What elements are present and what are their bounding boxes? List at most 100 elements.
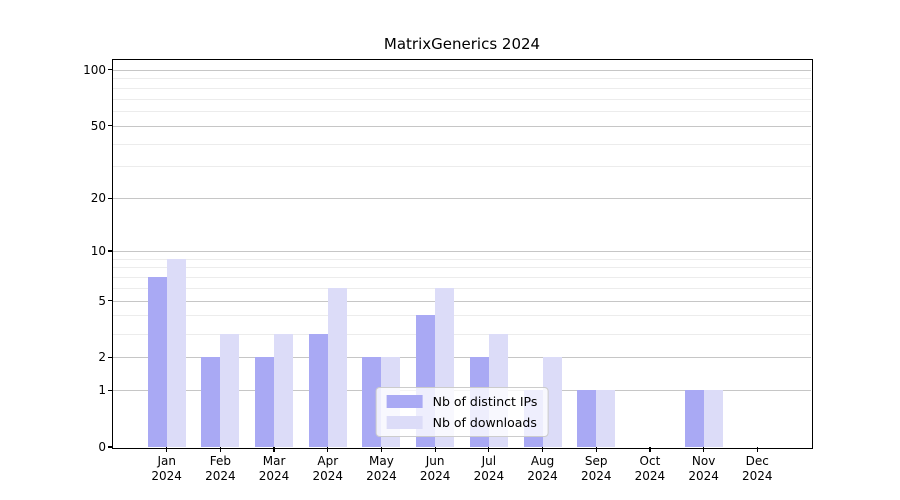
x-tick-year: 2024	[688, 468, 719, 483]
x-tick-month: May	[369, 454, 394, 468]
gridline-minor	[113, 143, 811, 145]
x-axis-tick	[595, 447, 597, 452]
gridline-minor	[113, 333, 811, 335]
bar-nb-of-distinct-ips-apr	[308, 333, 328, 447]
chart-title: MatrixGenerics 2024	[383, 35, 541, 53]
gridline-minor	[113, 287, 811, 289]
x-axis-tick	[380, 447, 383, 452]
x-tick-month: Nov	[691, 454, 716, 468]
legend-label-distinct-ips: Nb of distinct IPs	[432, 394, 538, 409]
x-tick-label: Sep 2024	[564, 454, 628, 483]
x-tick-month: Apr	[317, 454, 339, 468]
x-tick-month: Feb	[209, 454, 231, 468]
bar-nb-of-distinct-ips-jan	[147, 277, 167, 447]
y-tick-label: 0	[98, 440, 106, 454]
x-tick-month: Oct	[639, 454, 661, 468]
legend: Nb of distinct IPs Nb of downloads	[375, 387, 549, 437]
y-tick-label: 50	[90, 118, 106, 133]
gridline-minor	[113, 111, 811, 113]
bar-nb-of-distinct-ips-feb	[201, 357, 221, 447]
x-axis-tick	[219, 447, 221, 452]
x-tick-label: Aug 2024	[511, 454, 575, 483]
x-axis-tick	[273, 447, 275, 452]
gridline-major	[113, 125, 811, 127]
legend-item-distinct-ips: Nb of distinct IPs	[386, 394, 538, 409]
bar-nb-of-downloads-nov	[703, 390, 723, 447]
x-tick-year: 2024	[366, 468, 397, 483]
x-tick-month: Jun	[425, 454, 445, 468]
plot-area: Nb of distinct IPs Nb of downloads	[111, 58, 813, 449]
bar-nb-of-downloads-jan	[166, 258, 186, 447]
y-tick-label: 1	[98, 383, 106, 398]
gridline-major	[113, 357, 811, 359]
y-axis-tick	[108, 69, 113, 71]
y-tick-label: 2	[98, 350, 106, 365]
x-tick-year: 2024	[419, 468, 451, 483]
gridline-minor	[113, 98, 811, 100]
y-tick-label: 5	[98, 293, 106, 308]
x-tick-month: Aug	[530, 454, 555, 468]
y-tick-label: 10	[90, 244, 106, 259]
x-tick-month: Mar	[262, 454, 286, 468]
x-axis-tick	[541, 447, 544, 452]
x-axis-tick	[488, 447, 490, 452]
x-tick-label: Jul 2024	[457, 454, 521, 483]
bar-nb-of-distinct-ips-sep	[577, 390, 597, 447]
x-tick-year: 2024	[742, 468, 773, 483]
x-tick-label: Feb 2024	[188, 454, 252, 483]
x-tick-label: Mar 2024	[242, 454, 306, 483]
x-tick-year: 2024	[312, 468, 344, 483]
y-axis-tick	[108, 197, 113, 199]
bar-nb-of-distinct-ips-mar	[255, 357, 275, 447]
x-tick-year: 2024	[258, 468, 290, 483]
legend-item-downloads: Nb of downloads	[386, 415, 538, 430]
x-tick-year: 2024	[634, 468, 666, 483]
x-tick-year: 2024	[205, 468, 236, 483]
x-tick-label: Dec 2024	[725, 454, 789, 483]
y-tick-label: 100	[83, 62, 106, 77]
x-axis-tick	[649, 447, 651, 452]
x-axis-tick	[327, 447, 329, 452]
x-axis-tick	[434, 447, 436, 452]
x-tick-label: Nov 2024	[672, 454, 736, 483]
x-tick-label: May 2024	[349, 454, 413, 483]
x-tick-month: Jan	[157, 454, 176, 468]
gridline-minor	[113, 166, 811, 168]
y-axis-tick	[108, 299, 113, 302]
gridline-minor	[113, 258, 811, 260]
y-axis-tick	[108, 356, 113, 358]
y-axis-tick	[108, 446, 113, 448]
gridline-minor	[113, 87, 811, 89]
gridline-major	[113, 198, 811, 200]
x-axis-tick	[756, 447, 758, 452]
y-axis-tick	[108, 125, 113, 127]
y-axis-tick	[108, 389, 113, 391]
x-tick-label: Oct 2024	[618, 454, 682, 483]
x-axis-tick	[166, 447, 168, 452]
legend-swatch-distinct-ips	[386, 395, 423, 408]
x-axis-tick	[703, 447, 705, 452]
gridline-major	[113, 69, 811, 71]
x-tick-year: 2024	[527, 468, 558, 483]
x-tick-year: 2024	[151, 468, 182, 483]
y-tick-label: 20	[90, 191, 106, 206]
bar-nb-of-downloads-mar	[274, 333, 294, 447]
y-axis-tick	[108, 250, 113, 252]
gridline-major	[113, 300, 811, 302]
bar-nb-of-distinct-ips-nov	[684, 390, 704, 447]
x-tick-year: 2024	[473, 468, 505, 483]
x-tick-label: Apr 2024	[296, 454, 360, 483]
x-tick-label: Jun 2024	[403, 454, 467, 483]
gridline-minor	[113, 315, 811, 317]
x-tick-month: Sep	[584, 454, 608, 468]
legend-swatch-downloads	[386, 416, 423, 429]
gridline-minor	[113, 277, 811, 279]
legend-label-downloads: Nb of downloads	[432, 415, 537, 430]
bar-nb-of-downloads-feb	[220, 333, 240, 447]
gridline-minor	[113, 78, 811, 80]
x-tick-year: 2024	[580, 468, 612, 483]
gridline-minor	[113, 267, 811, 269]
gridline-major	[113, 251, 811, 253]
bar-nb-of-downloads-apr	[327, 287, 347, 447]
